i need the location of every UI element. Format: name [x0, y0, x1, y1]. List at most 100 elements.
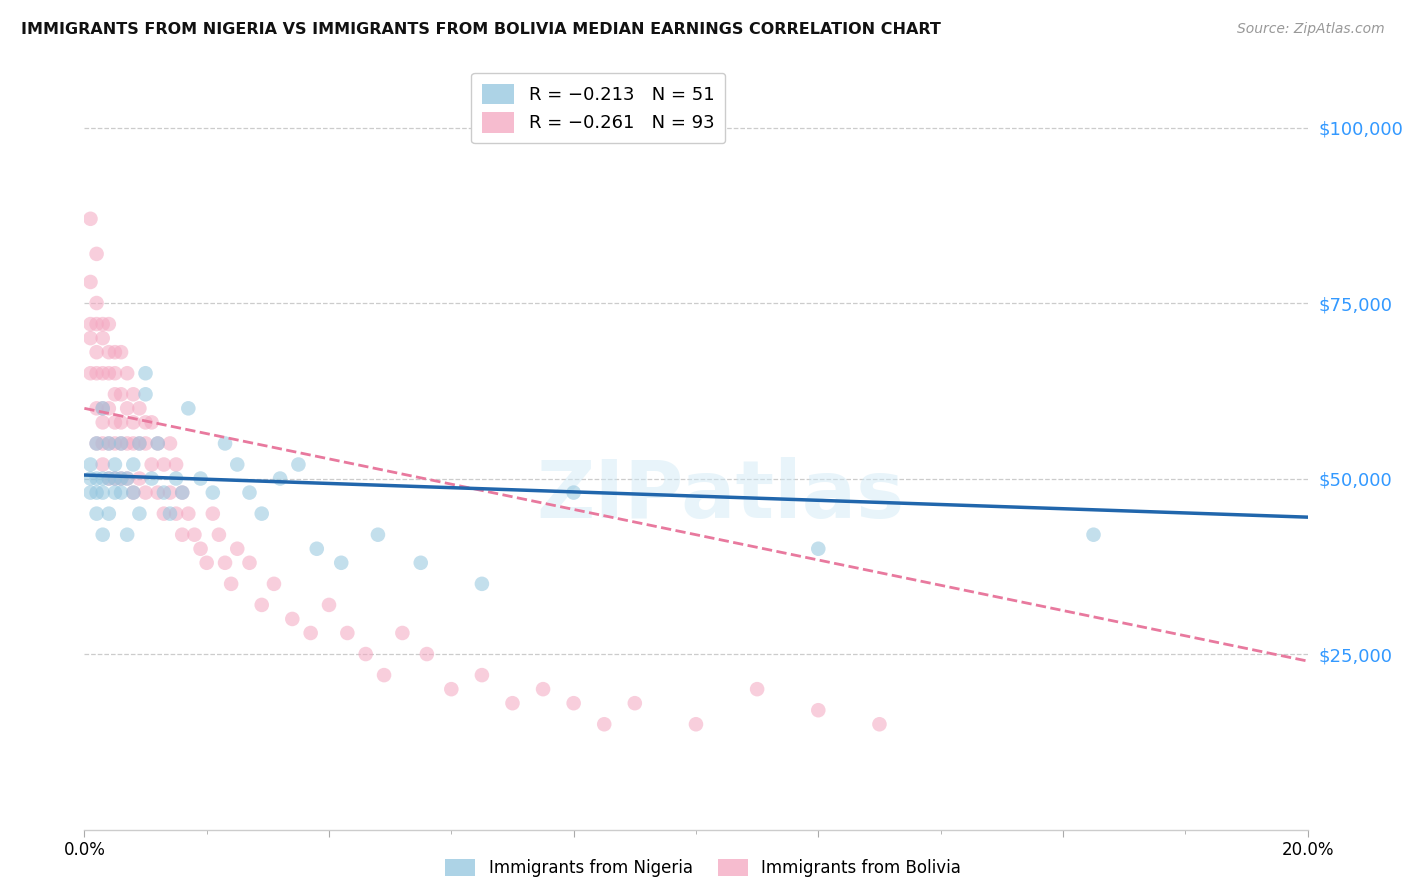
Point — [214, 436, 236, 450]
Point — [391, 626, 413, 640]
Legend: Immigrants from Nigeria, Immigrants from Bolivia: Immigrants from Nigeria, Immigrants from… — [439, 852, 967, 884]
Point — [86, 436, 108, 450]
Point — [685, 717, 707, 731]
Point — [624, 696, 647, 710]
Point — [135, 485, 157, 500]
Point — [471, 577, 494, 591]
Point — [135, 387, 157, 401]
Point — [122, 458, 145, 472]
Point — [128, 436, 150, 450]
Point — [86, 485, 108, 500]
Point — [409, 556, 432, 570]
Point — [135, 416, 157, 430]
Point — [146, 436, 169, 450]
Point — [562, 485, 585, 500]
Point — [110, 471, 132, 485]
Point — [122, 387, 145, 401]
Point — [79, 366, 101, 380]
Point — [305, 541, 328, 556]
Point — [263, 577, 285, 591]
Point — [104, 416, 127, 430]
Point — [91, 471, 114, 485]
Point — [141, 416, 163, 430]
Point — [367, 527, 389, 541]
Point — [91, 527, 114, 541]
Point — [110, 345, 132, 359]
Point — [807, 703, 830, 717]
Point — [128, 471, 150, 485]
Point — [115, 401, 138, 416]
Text: Source: ZipAtlas.com: Source: ZipAtlas.com — [1237, 22, 1385, 37]
Point — [91, 331, 114, 345]
Point — [86, 317, 108, 331]
Point — [159, 485, 181, 500]
Point — [299, 626, 322, 640]
Point — [128, 507, 150, 521]
Text: ZIPatlas: ZIPatlas — [536, 457, 904, 535]
Point — [281, 612, 304, 626]
Point — [86, 366, 108, 380]
Point — [115, 366, 138, 380]
Point — [238, 485, 260, 500]
Point — [86, 471, 108, 485]
Point — [104, 471, 127, 485]
Point — [104, 366, 127, 380]
Point — [238, 556, 260, 570]
Point — [86, 436, 108, 450]
Point — [79, 331, 101, 345]
Point — [104, 458, 127, 472]
Point — [747, 682, 769, 697]
Point — [269, 471, 291, 485]
Point — [869, 717, 891, 731]
Point — [141, 458, 163, 472]
Point — [97, 436, 120, 450]
Point — [159, 507, 181, 521]
Point — [190, 541, 212, 556]
Point — [250, 507, 273, 521]
Point — [97, 366, 120, 380]
Point — [104, 485, 127, 500]
Point — [141, 471, 163, 485]
Point — [354, 647, 377, 661]
Point — [177, 401, 200, 416]
Point — [183, 527, 205, 541]
Point — [562, 696, 585, 710]
Point — [226, 541, 249, 556]
Point — [91, 458, 114, 472]
Point — [110, 436, 132, 450]
Point — [416, 647, 439, 661]
Point — [135, 366, 157, 380]
Point — [91, 485, 114, 500]
Point — [97, 507, 120, 521]
Point — [318, 598, 340, 612]
Point — [807, 541, 830, 556]
Point — [110, 471, 132, 485]
Point — [336, 626, 359, 640]
Point — [104, 345, 127, 359]
Legend: R = −0.213   N = 51, R = −0.261   N = 93: R = −0.213 N = 51, R = −0.261 N = 93 — [471, 73, 725, 144]
Point — [172, 485, 194, 500]
Point — [110, 416, 132, 430]
Point — [79, 211, 101, 226]
Point — [79, 458, 101, 472]
Point — [97, 471, 120, 485]
Text: IMMIGRANTS FROM NIGERIA VS IMMIGRANTS FROM BOLIVIA MEDIAN EARNINGS CORRELATION C: IMMIGRANTS FROM NIGERIA VS IMMIGRANTS FR… — [21, 22, 941, 37]
Point — [79, 317, 101, 331]
Point — [440, 682, 463, 697]
Point — [115, 471, 138, 485]
Point — [91, 317, 114, 331]
Point — [1083, 527, 1105, 541]
Point — [172, 527, 194, 541]
Point — [122, 416, 145, 430]
Point — [86, 247, 108, 261]
Point — [86, 345, 108, 359]
Point — [91, 436, 114, 450]
Point — [471, 668, 494, 682]
Point — [219, 577, 242, 591]
Point — [153, 507, 176, 521]
Point — [201, 507, 224, 521]
Point — [104, 436, 127, 450]
Point — [86, 296, 108, 310]
Point — [115, 471, 138, 485]
Point — [153, 458, 176, 472]
